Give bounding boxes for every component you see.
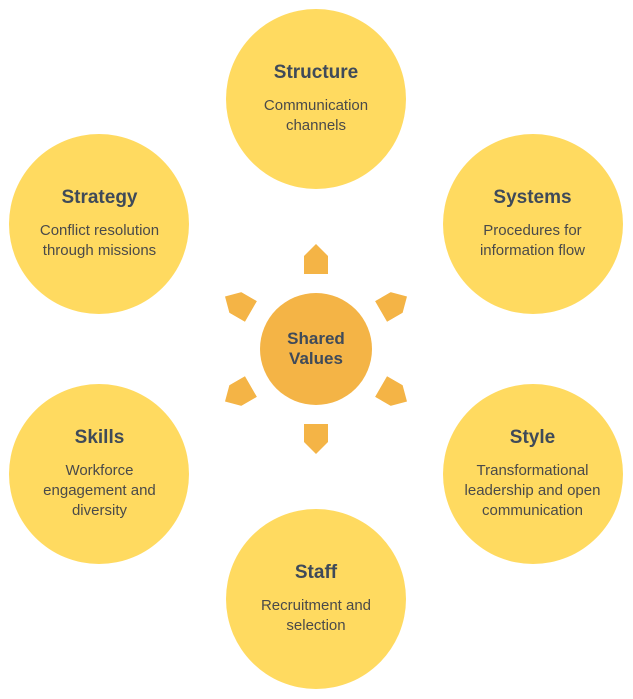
outer-node: Staff Recruitment and selection [226,509,406,689]
outer-node-title: Staff [295,562,337,584]
outer-node-title: Strategy [61,187,137,209]
outer-node-subtitle: Workforce engagement and diversity [27,461,171,522]
outer-node-subtitle: Recruitment and selection [244,596,388,637]
outer-node-subtitle: Transformational leadership and open com… [461,461,605,522]
spoke-arrow [375,286,413,322]
spoke-arrow [304,244,328,274]
outer-node: Structure Communication channels [226,9,406,189]
outer-node: Strategy Conflict resolution through miss… [9,134,189,314]
center-label: SharedValues [287,329,345,369]
outer-node-subtitle: Conflict resolution through missions [27,221,171,262]
outer-node-title: Structure [274,62,358,84]
outer-node: Systems Procedures for information flow [443,134,623,314]
spoke-arrow [304,424,328,454]
center-node: SharedValues [260,293,372,405]
outer-node: Skills Workforce engagement and diversity [9,384,189,564]
outer-node-title: Style [510,427,555,449]
outer-node-title: Skills [75,427,125,449]
outer-node: Style Transformational leadership and ope… [443,384,623,564]
spoke-arrow [219,286,257,322]
outer-node-subtitle: Communication channels [244,96,388,137]
outer-node-subtitle: Procedures for information flow [461,221,605,262]
spoke-arrow [219,376,257,412]
spoke-arrow [375,376,413,412]
outer-node-title: Systems [493,187,571,209]
